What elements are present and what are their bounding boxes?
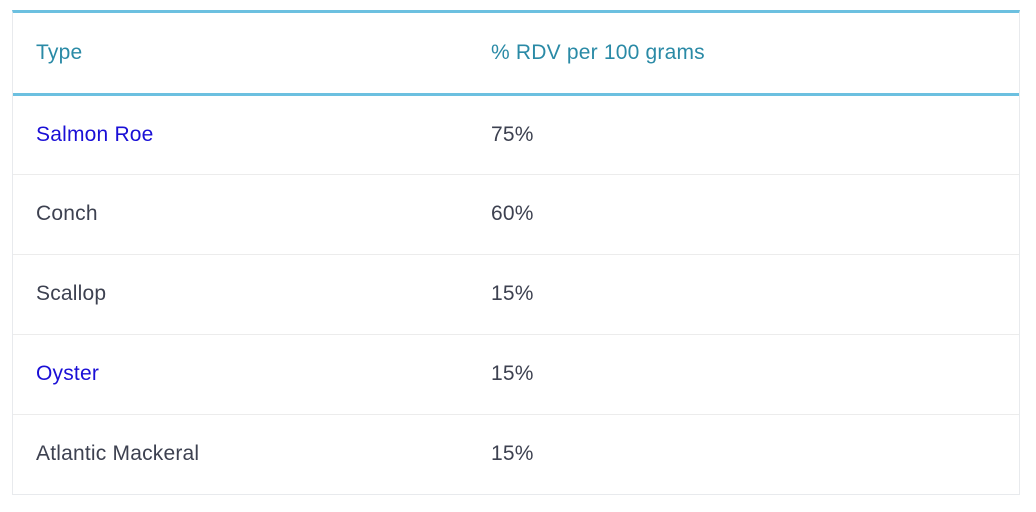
nutrition-table-container: Type % RDV per 100 grams Salmon Roe 75% … [12, 10, 1020, 495]
type-link-salmon-roe[interactable]: Salmon Roe [36, 122, 154, 146]
table-body: Salmon Roe 75% Conch 60% Scallop 15% Oys… [13, 94, 1019, 494]
table-row: Conch 60% [13, 174, 1019, 254]
rdv-cell: 75% [491, 122, 534, 146]
rdv-table: Type % RDV per 100 grams Salmon Roe 75% … [13, 13, 1019, 494]
rdv-cell: 15% [491, 362, 534, 385]
table-row: Atlantic Mackeral 15% [13, 414, 1019, 494]
rdv-cell: 15% [491, 282, 534, 305]
table-row: Oyster 15% [13, 334, 1019, 414]
type-cell: Scallop [36, 282, 107, 305]
table-row: Scallop 15% [13, 254, 1019, 334]
header-row: Type % RDV per 100 grams [13, 13, 1019, 94]
type-cell: Atlantic Mackeral [36, 442, 200, 466]
column-header-type: Type [36, 40, 83, 64]
rdv-cell: 15% [491, 442, 534, 466]
column-header-rdv: % RDV per 100 grams [491, 40, 705, 64]
table-row: Salmon Roe 75% [13, 94, 1019, 174]
table-header: Type % RDV per 100 grams [13, 13, 1019, 94]
rdv-cell: 60% [491, 202, 534, 225]
type-link-oyster[interactable]: Oyster [36, 362, 100, 385]
type-cell: Conch [36, 202, 98, 225]
